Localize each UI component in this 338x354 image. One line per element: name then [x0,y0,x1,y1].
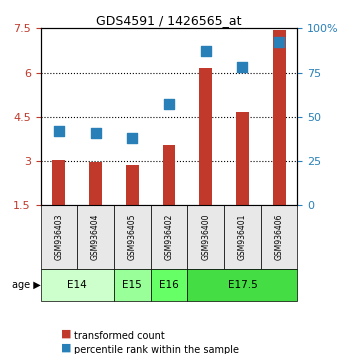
Text: GSM936400: GSM936400 [201,214,210,261]
FancyBboxPatch shape [114,205,151,269]
Text: GSM936406: GSM936406 [274,214,284,261]
Text: E14: E14 [67,280,87,290]
Text: E15: E15 [122,280,142,290]
Bar [126,166,139,205]
Bar [89,162,102,205]
FancyBboxPatch shape [187,269,297,301]
Text: GSM936405: GSM936405 [128,214,137,261]
Bar [52,160,65,205]
FancyBboxPatch shape [187,205,224,269]
Title: GDS4591 / 1426565_at: GDS4591 / 1426565_at [96,14,242,27]
FancyBboxPatch shape [261,205,297,269]
Text: ■: ■ [61,328,71,338]
FancyBboxPatch shape [41,269,114,301]
Text: percentile rank within the sample: percentile rank within the sample [74,346,239,354]
Point [276,40,282,45]
Text: age ▶: age ▶ [12,280,41,290]
Text: GSM936401: GSM936401 [238,214,247,261]
Text: transformed count: transformed count [74,331,165,341]
FancyBboxPatch shape [77,205,114,269]
Text: GSM936404: GSM936404 [91,214,100,261]
FancyBboxPatch shape [151,205,187,269]
Point [56,128,62,134]
Text: GSM936403: GSM936403 [54,214,64,261]
Bar [163,145,175,205]
Text: E17.5: E17.5 [227,280,257,290]
FancyBboxPatch shape [41,205,77,269]
Point [93,130,98,136]
FancyBboxPatch shape [224,205,261,269]
Point [203,48,209,54]
Point [166,102,172,107]
Bar [199,68,212,205]
Text: GSM936402: GSM936402 [165,214,173,261]
FancyBboxPatch shape [114,269,151,301]
Bar [236,113,249,205]
Point [129,135,135,141]
Bar [273,30,286,205]
FancyBboxPatch shape [151,269,187,301]
Point [240,64,245,70]
Text: E16: E16 [159,280,179,290]
Text: ■: ■ [61,342,71,353]
